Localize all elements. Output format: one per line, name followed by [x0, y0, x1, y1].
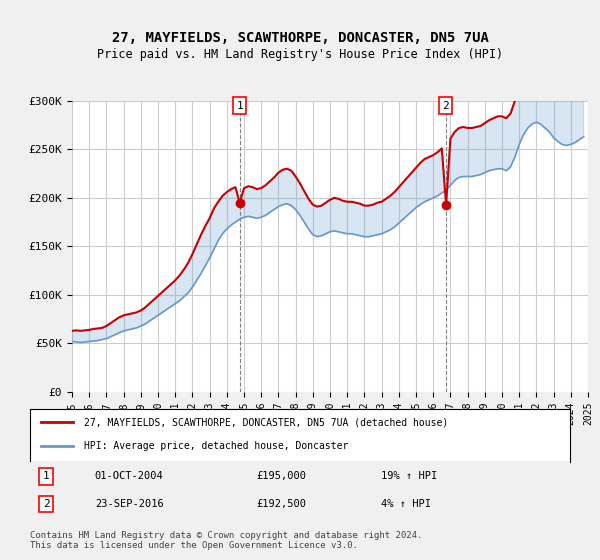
Text: 2: 2: [442, 101, 449, 111]
Text: £195,000: £195,000: [257, 471, 307, 481]
Text: 2: 2: [43, 499, 50, 509]
Text: 27, MAYFIELDS, SCAWTHORPE, DONCASTER, DN5 7UA: 27, MAYFIELDS, SCAWTHORPE, DONCASTER, DN…: [112, 31, 488, 45]
Text: Contains HM Land Registry data © Crown copyright and database right 2024.
This d: Contains HM Land Registry data © Crown c…: [30, 531, 422, 550]
Text: 1: 1: [43, 471, 50, 481]
Text: 01-OCT-2004: 01-OCT-2004: [95, 471, 164, 481]
Text: £192,500: £192,500: [257, 499, 307, 509]
Text: 23-SEP-2016: 23-SEP-2016: [95, 499, 164, 509]
Text: 1: 1: [236, 101, 243, 111]
Text: Price paid vs. HM Land Registry's House Price Index (HPI): Price paid vs. HM Land Registry's House …: [97, 48, 503, 60]
Text: 19% ↑ HPI: 19% ↑ HPI: [381, 471, 437, 481]
Text: 4% ↑ HPI: 4% ↑ HPI: [381, 499, 431, 509]
Text: HPI: Average price, detached house, Doncaster: HPI: Average price, detached house, Donc…: [84, 441, 349, 451]
Text: 27, MAYFIELDS, SCAWTHORPE, DONCASTER, DN5 7UA (detached house): 27, MAYFIELDS, SCAWTHORPE, DONCASTER, DN…: [84, 417, 448, 427]
